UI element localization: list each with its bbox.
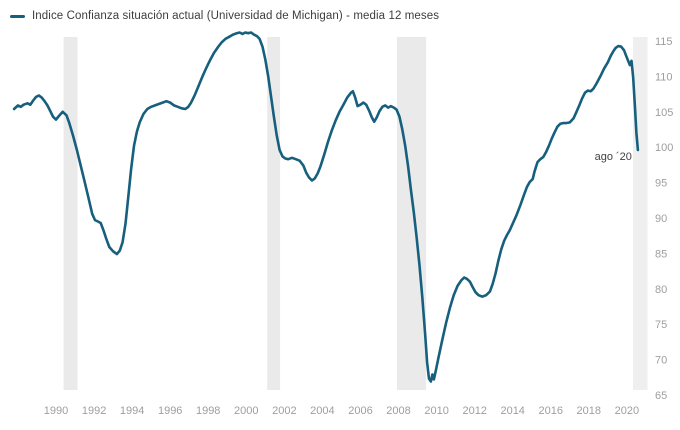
recession-band xyxy=(397,37,427,390)
x-axis-tick-label: 2006 xyxy=(348,405,372,417)
x-axis-tick-label: 1996 xyxy=(158,405,182,417)
y-axis-tick-label: 90 xyxy=(655,213,667,225)
x-axis-tick-label: 1990 xyxy=(44,405,68,417)
y-axis-tick-label: 65 xyxy=(655,390,667,402)
y-axis-tick-label: 85 xyxy=(655,248,667,260)
series-line xyxy=(12,31,640,383)
x-axis-tick-label: 2008 xyxy=(386,405,410,417)
legend-label: Indice Confianza situación actual (Unive… xyxy=(32,10,440,22)
y-axis-tick-label: 95 xyxy=(655,178,667,190)
y-axis-tick-label: 105 xyxy=(655,107,673,119)
last-point-label: ago ´20 xyxy=(594,151,632,164)
x-axis-tick-label: 1998 xyxy=(196,405,220,417)
x-axis-tick-label: 2004 xyxy=(310,405,334,417)
legend-line-swatch xyxy=(10,14,25,18)
x-axis-tick-label: 2020 xyxy=(615,405,639,417)
recession-band xyxy=(267,37,281,390)
recession-band xyxy=(63,37,78,390)
x-axis-tick-label: 2014 xyxy=(500,405,524,417)
x-axis-tick-label: 2012 xyxy=(462,405,486,417)
y-axis-tick-label: 80 xyxy=(655,284,667,296)
x-axis-tick-label: 2000 xyxy=(234,405,258,417)
y-axis-tick-label: 70 xyxy=(655,355,667,367)
y-axis-tick-label: 100 xyxy=(655,142,673,154)
x-axis-tick-label: 2018 xyxy=(577,405,601,417)
x-axis-tick-label: 2002 xyxy=(272,405,296,417)
x-axis-tick-label: 1992 xyxy=(82,405,106,417)
x-axis-tick-label: 1994 xyxy=(120,405,144,417)
y-axis-tick-label: 75 xyxy=(655,319,667,331)
x-axis-tick-label: 2016 xyxy=(539,405,563,417)
y-axis-tick-label: 115 xyxy=(655,36,673,48)
y-axis-tick-label: 110 xyxy=(655,71,673,83)
x-axis-tick-label: 2010 xyxy=(424,405,448,417)
legend: Indice Confianza situación actual (Unive… xyxy=(10,10,439,22)
